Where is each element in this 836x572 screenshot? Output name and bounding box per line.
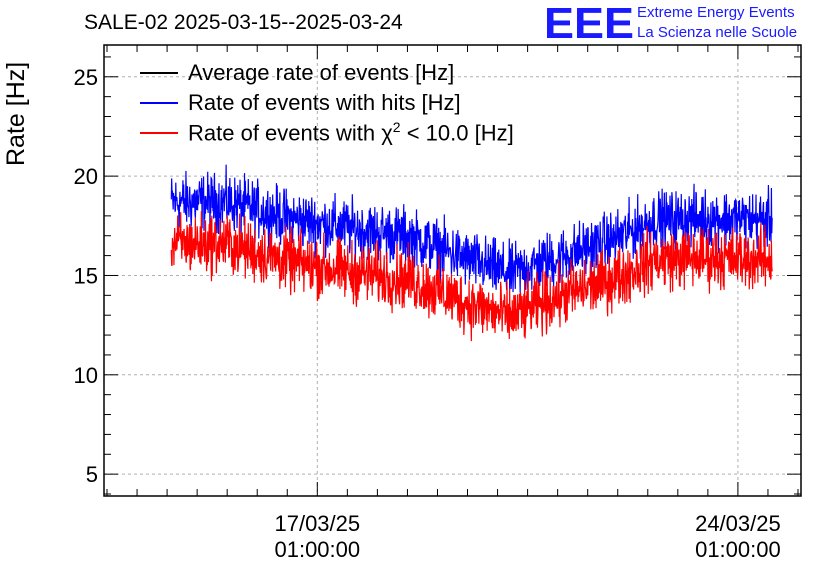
x-tick-label-time: 01:00:00 (274, 537, 360, 562)
branding-line-1: Extreme Energy Events (637, 4, 795, 21)
legend-label-chi2-symbol: χ (381, 120, 393, 146)
eee-logo-letters: EEE (544, 2, 634, 42)
x-tick-label-date: 24/03/25 (695, 511, 781, 536)
legend-swatch-blue (140, 102, 178, 104)
legend-item-chi2: Rate of events with χ2 < 10.0 [Hz] (140, 118, 514, 148)
legend-label-chi2-suffix: < 10.0 [Hz] (400, 120, 514, 146)
x-tick-label-time: 01:00:00 (695, 537, 781, 562)
plot-frame (103, 44, 802, 497)
y-tick-label-10: 10 (74, 363, 98, 388)
legend-swatch-red (140, 132, 178, 134)
series-line-chi2 (170, 211, 773, 342)
y-tick-label-15: 15 (74, 263, 98, 288)
legend-item-average: Average rate of events [Hz] (140, 58, 514, 88)
series-line-hits (170, 164, 773, 293)
y-tick-label-5: 5 (86, 462, 98, 487)
eee-logo: EEE (544, 2, 634, 42)
legend-label-chi2-prefix: Rate of events with (188, 120, 382, 146)
y-tick-label-25: 25 (74, 65, 98, 90)
y-axis-label: Rate [Hz] (2, 61, 30, 166)
legend-label-chi2: Rate of events with χ2 < 10.0 [Hz] (188, 119, 514, 146)
legend-label-hits: Rate of events with hits [Hz] (188, 90, 461, 115)
branding-line-2: La Scienza nelle Scuole (637, 24, 798, 41)
legend-item-hits: Rate of events with hits [Hz] (140, 88, 514, 118)
y-tick-label-20: 20 (74, 164, 98, 189)
x-tick-label-date: 17/03/25 (274, 511, 360, 536)
legend: Average rate of events [Hz] Rate of even… (140, 58, 514, 148)
legend-label-chi2-sup: 2 (392, 119, 401, 136)
branding-text: Extreme Energy Events La Scienza nelle S… (637, 3, 797, 43)
legend-swatch-black (140, 72, 178, 74)
chart-title: SALE-02 2025-03-15--2025-03-24 (84, 11, 403, 34)
legend-label-average: Average rate of events [Hz] (188, 60, 455, 85)
